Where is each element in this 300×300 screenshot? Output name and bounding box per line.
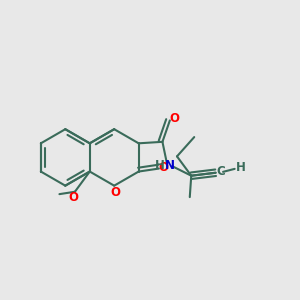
Text: H: H bbox=[236, 161, 245, 175]
Text: O: O bbox=[111, 186, 121, 199]
Text: O: O bbox=[169, 112, 179, 125]
Text: O: O bbox=[159, 161, 169, 175]
Text: C: C bbox=[216, 165, 225, 178]
Text: N: N bbox=[165, 159, 175, 172]
Text: O: O bbox=[68, 191, 78, 204]
Text: H: H bbox=[154, 159, 164, 172]
